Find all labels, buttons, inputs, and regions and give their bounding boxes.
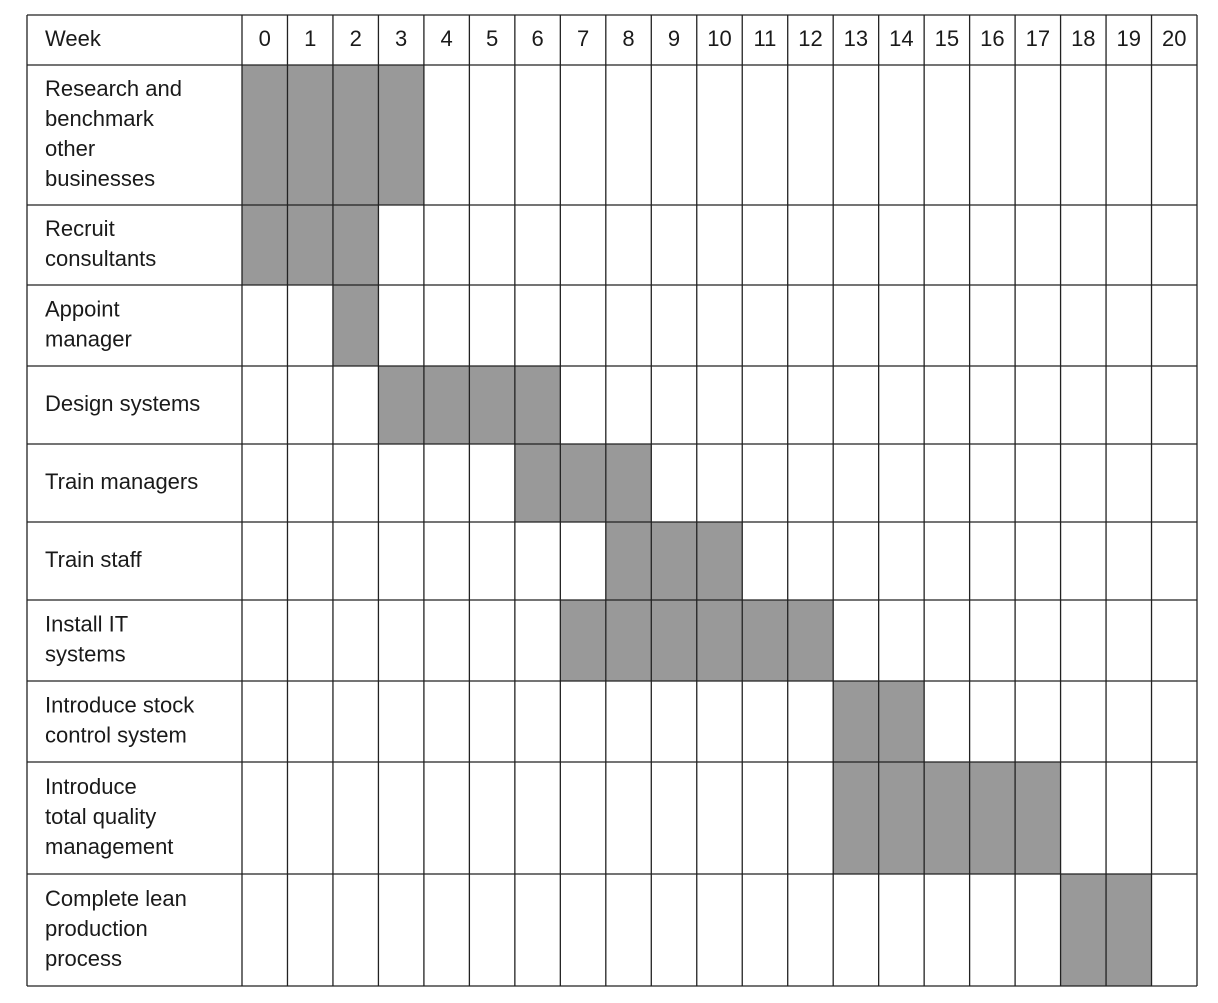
task-label: process [45,946,122,971]
task-label: consultants [45,246,156,271]
task-label: businesses [45,166,155,191]
task-bar [833,762,1061,874]
week-label: 12 [798,26,822,51]
week-label: 17 [1026,26,1050,51]
task-label: total quality [45,804,156,829]
week-label: 15 [935,26,959,51]
task-bar [332,285,379,366]
week-label: 19 [1117,26,1141,51]
task-label: manager [45,326,132,351]
task-label: Recruit [45,216,115,241]
week-label: 0 [259,26,271,51]
week-label: 4 [441,26,453,51]
week-label: 3 [395,26,407,51]
week-label: 2 [350,26,362,51]
task-label: Train staff [45,547,142,572]
week-label: 16 [980,26,1004,51]
task-bar [242,205,379,285]
task-label: other [45,136,95,161]
task-bar [514,444,652,522]
task-label: Install IT [45,611,128,636]
header-label: Week [45,26,102,51]
week-label: 18 [1071,26,1095,51]
task-label: Complete lean [45,886,187,911]
week-label: 13 [844,26,868,51]
task-label: production [45,916,148,941]
week-label: 14 [889,26,913,51]
task-label: Introduce stock [45,692,195,717]
week-label: 7 [577,26,589,51]
task-label: Appoint [45,296,120,321]
task-label: Design systems [45,391,200,416]
task-label: management [45,834,173,859]
week-label: 20 [1162,26,1186,51]
week-label: 8 [622,26,634,51]
task-bar [605,522,743,600]
task-label: Research and [45,76,182,101]
task-label: Train managers [45,469,198,494]
week-label: 11 [754,26,777,51]
task-label: control system [45,722,187,747]
week-label: 9 [668,26,680,51]
week-label: 5 [486,26,498,51]
task-label: benchmark [45,106,155,131]
task-label: systems [45,641,126,666]
week-label: 1 [304,26,316,51]
task-label: Introduce [45,774,137,799]
week-label: 6 [531,26,543,51]
week-label: 10 [707,26,731,51]
